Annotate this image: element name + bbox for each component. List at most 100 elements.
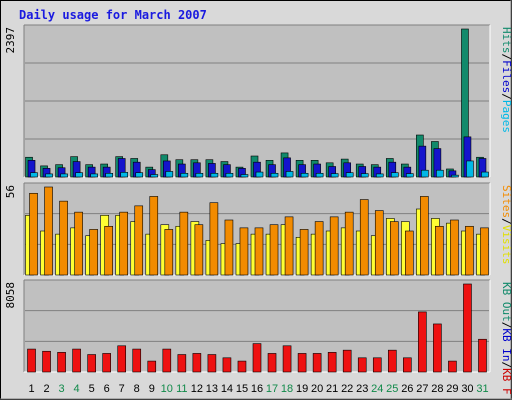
bar-hits-pages-day-19 — [300, 173, 309, 178]
bar-visits-sites-day-21 — [329, 216, 339, 276]
bar-kbytes-kb-f-day-27 — [418, 311, 427, 373]
bar-kbytes-kb-f-day-7 — [117, 345, 127, 373]
day-label-20: 20 — [311, 383, 323, 395]
bar-visits-sites-day-23 — [359, 199, 369, 276]
bar-visits-sites-day-9 — [149, 196, 159, 276]
bar-hits-pages-day-29 — [451, 174, 459, 178]
bar-hits-pages-day-17 — [270, 173, 279, 178]
day-label-5: 5 — [89, 383, 95, 395]
bar-hits-pages-day-30 — [466, 160, 474, 178]
day-label-29: 29 — [446, 383, 458, 395]
bar-hits-pages-day-14 — [225, 173, 234, 178]
bar-visits-sites-day-11 — [179, 211, 189, 276]
bar-visits-sites-day-25 — [389, 221, 399, 276]
bar-kbytes-kb-f-day-1 — [27, 348, 36, 373]
legend-item: Visits — [500, 225, 512, 265]
day-label-27: 27 — [416, 383, 428, 395]
bar-visits-sites-day-28 — [435, 225, 444, 276]
bar-hits-pages-day-15 — [240, 174, 249, 178]
bar-visits-sites-day-1 — [29, 192, 38, 276]
bar-kbytes-kb-f-day-28 — [433, 323, 442, 373]
bar-visits-sites-day-27 — [420, 196, 429, 276]
bar-kbytes-kb-f-day-9 — [147, 360, 157, 373]
day-label-6: 6 — [104, 383, 110, 395]
bar-kbytes-kb-f-day-15 — [237, 360, 247, 373]
bar-kbytes-kb-f-day-14 — [222, 357, 232, 373]
bar-visits-sites-day-29 — [450, 219, 459, 276]
legend-item: / — [500, 93, 512, 100]
day-label-8: 8 — [134, 383, 140, 395]
bar-hits-pages-day-12 — [195, 173, 204, 178]
day-label-10: 10 — [161, 383, 173, 395]
day-label-3: 3 — [59, 383, 65, 395]
bar-hits-pages-day-23 — [360, 173, 369, 178]
bar-hits-pages-day-1 — [30, 172, 38, 178]
bar-hits-pages-day-9 — [150, 174, 159, 178]
bar-visits-sites-day-6 — [104, 225, 113, 276]
bar-hits-pages-day-18 — [285, 171, 294, 178]
day-label-9: 9 — [149, 383, 155, 395]
bar-visits-sites-day-17 — [269, 224, 279, 276]
legend-item: KB F — [500, 368, 512, 395]
bar-hits-pages-day-2 — [45, 173, 53, 178]
bar-kbytes-kb-f-day-25 — [387, 349, 397, 373]
bar-visits-sites-day-16 — [254, 227, 264, 276]
day-label-31: 31 — [476, 383, 488, 395]
bar-visits-sites-day-31 — [480, 227, 489, 276]
bar-visits-sites-day-30 — [465, 225, 474, 276]
day-label-4: 4 — [74, 383, 80, 395]
bar-kbytes-kb-f-day-31 — [478, 338, 487, 373]
day-label-18: 18 — [281, 383, 293, 395]
bar-visits-sites-day-15 — [239, 227, 249, 276]
bar-hits-pages-day-28 — [436, 169, 444, 178]
bar-kbytes-kb-f-day-30 — [463, 283, 472, 373]
legend-item: Pages — [500, 100, 512, 133]
legend-item: / — [500, 54, 512, 61]
bar-kbytes-kb-f-day-17 — [267, 353, 277, 373]
day-label-15: 15 — [236, 383, 248, 395]
bar-kbytes-kb-f-day-22 — [342, 349, 352, 373]
ymax-label-kbytes: 8058 — [4, 282, 17, 309]
legend-item: / — [500, 218, 512, 225]
bar-kbytes-kb-f-day-24 — [372, 357, 382, 373]
bar-hits-pages-day-20 — [315, 173, 324, 178]
chart-title: Daily usage for March 2007 — [19, 8, 207, 22]
bar-visits-sites-day-22 — [344, 211, 354, 276]
day-label-30: 30 — [461, 383, 473, 395]
day-label-21: 21 — [326, 383, 338, 395]
bar-visits-sites-day-19 — [299, 229, 309, 276]
bar-hits-pages-day-22 — [345, 172, 354, 178]
legend-hits: Hits/Files/Pages — [500, 27, 512, 133]
legend-visits: Sites/Visits — [500, 185, 512, 265]
day-label-24: 24 — [371, 383, 383, 395]
bar-visits-sites-day-12 — [194, 224, 204, 276]
bar-hits-pages-day-6 — [105, 173, 113, 178]
bar-hits-pages-day-27 — [421, 169, 429, 178]
legend-item: Sites — [500, 185, 512, 218]
day-label-2: 2 — [43, 383, 49, 395]
day-label-16: 16 — [251, 383, 263, 395]
legend-item: / — [500, 362, 512, 369]
legend-kbytes: KB Out/KB In/KB F — [500, 282, 512, 395]
bar-hits-pages-day-3 — [60, 173, 68, 178]
bar-kbytes-kb-f-day-8 — [132, 348, 142, 373]
day-label-22: 22 — [341, 383, 353, 395]
ymax-label-visits: 56 — [4, 185, 17, 198]
day-label-28: 28 — [431, 383, 443, 395]
day-label-17: 17 — [266, 383, 278, 395]
legend-item: KB In — [500, 328, 512, 361]
bar-kbytes-kb-f-day-4 — [72, 348, 81, 373]
day-label-26: 26 — [401, 383, 413, 395]
bar-kbytes-kb-f-day-5 — [87, 354, 96, 373]
bar-visits-sites-day-2 — [44, 186, 53, 276]
bar-hits-pages-day-13 — [210, 173, 219, 178]
day-label-7: 7 — [119, 383, 125, 395]
bar-visits-sites-day-20 — [314, 221, 324, 276]
bar-hits-pages-day-21 — [330, 173, 339, 178]
bar-hits-pages-day-8 — [135, 172, 144, 178]
bar-kbytes-kb-f-day-20 — [312, 353, 322, 373]
bar-kbytes-kb-f-day-2 — [42, 350, 51, 373]
day-label-19: 19 — [296, 383, 308, 395]
bar-hits-pages-day-25 — [390, 172, 399, 178]
legend-item: / — [500, 322, 512, 329]
